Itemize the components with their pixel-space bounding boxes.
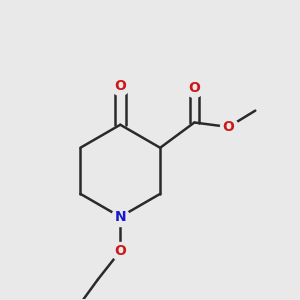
Text: O: O bbox=[114, 244, 126, 258]
Text: O: O bbox=[188, 81, 200, 95]
Text: N: N bbox=[115, 210, 126, 224]
Text: O: O bbox=[223, 120, 235, 134]
Text: O: O bbox=[114, 79, 126, 93]
